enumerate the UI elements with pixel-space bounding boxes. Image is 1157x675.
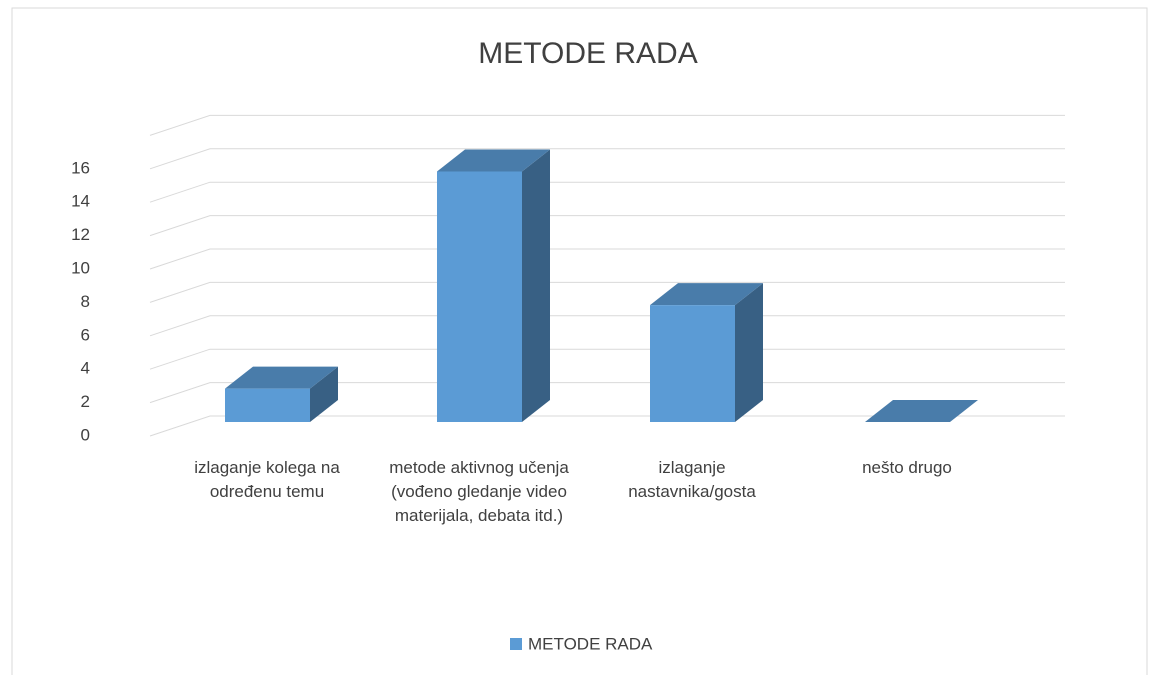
bar-top xyxy=(865,400,978,422)
bar xyxy=(865,400,978,422)
y-tick-label: 0 xyxy=(81,425,90,444)
bar-top xyxy=(650,283,763,306)
grid-line xyxy=(149,415,1065,437)
y-tick-label: 10 xyxy=(71,258,90,277)
legend-label: METODE RADA xyxy=(528,634,653,653)
y-tick-label: 4 xyxy=(81,359,90,378)
grid-line xyxy=(149,281,1065,303)
chart-title: METODE RADA xyxy=(478,37,697,70)
x-tick-label: izlaganje kolega na određenu temu xyxy=(194,458,340,501)
bar-side xyxy=(735,283,763,422)
chart-frame xyxy=(11,7,1148,675)
grid-frame xyxy=(149,114,1065,136)
grid-line xyxy=(149,181,1065,203)
bar-front xyxy=(650,305,735,422)
x-tick-label: izlaganje nastavnika/gosta xyxy=(628,458,756,501)
grid-line xyxy=(149,315,1065,337)
bar-top xyxy=(437,149,550,172)
bar xyxy=(225,366,338,422)
bar-side xyxy=(310,366,338,422)
bar-top xyxy=(225,366,338,389)
y-tick-label: 14 xyxy=(71,192,90,211)
grid-line xyxy=(149,215,1065,237)
bar xyxy=(650,283,763,422)
grid-line xyxy=(149,148,1065,170)
y-tick-label: 2 xyxy=(81,392,90,411)
bar-side xyxy=(522,149,550,422)
grid-line xyxy=(149,382,1065,404)
x-tick-label: metode aktivnog učenja (vođeno gledanje … xyxy=(389,458,569,525)
grid-line xyxy=(149,348,1065,370)
bar-front xyxy=(225,388,310,422)
x-tick-label: nešto drugo xyxy=(862,458,952,477)
legend-swatch xyxy=(510,638,522,650)
y-tick-label: 16 xyxy=(71,158,90,177)
bar-front xyxy=(437,171,522,422)
y-tick-label: 6 xyxy=(81,325,90,344)
bar xyxy=(437,149,550,422)
y-tick-label: 8 xyxy=(81,292,90,311)
y-tick-label: 12 xyxy=(71,225,90,244)
grid-line xyxy=(149,248,1065,270)
